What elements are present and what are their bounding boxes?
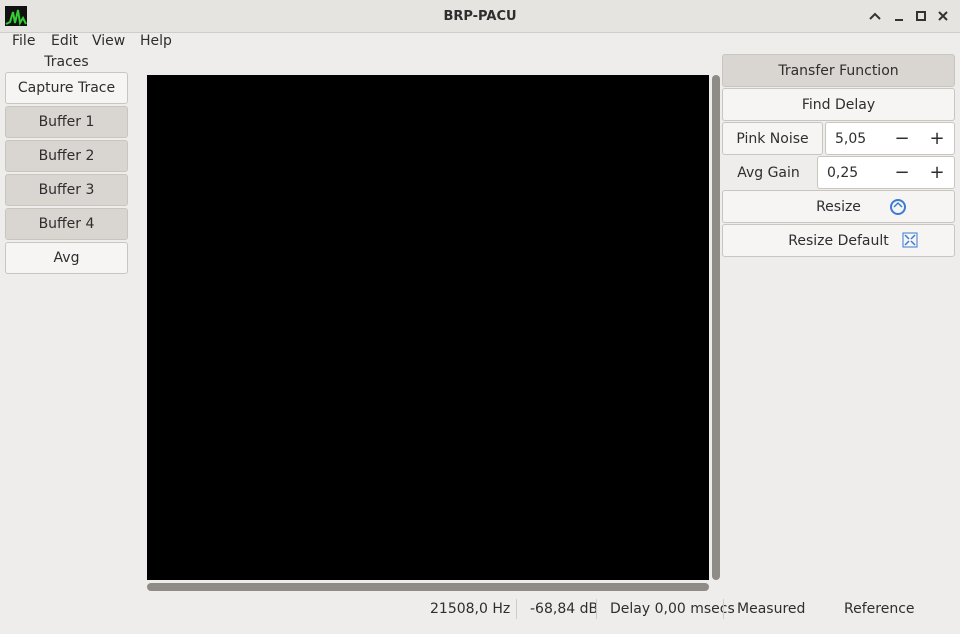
- resize-icon: [890, 199, 906, 215]
- plot-area: [147, 75, 709, 580]
- resize-default-button[interactable]: Resize Default: [722, 224, 955, 257]
- trace-button[interactable]: Buffer 4: [5, 208, 128, 240]
- pink-noise-spin[interactable]: [825, 122, 955, 155]
- resize-button[interactable]: Resize: [722, 190, 955, 223]
- resize-text: Resize: [816, 198, 861, 215]
- trace-button[interactable]: Buffer 3: [5, 174, 128, 206]
- app-icon: [5, 6, 27, 26]
- avg-gain-spin[interactable]: [817, 156, 955, 189]
- avg-gain-label: Avg Gain: [737, 164, 800, 181]
- trace-button[interactable]: Buffer 1: [5, 106, 128, 138]
- menu-item[interactable]: Help: [140, 33, 172, 49]
- status-text: 21508,0 Hz: [430, 601, 511, 617]
- status-separator: [596, 599, 597, 619]
- status-text: -68,84 dB: [530, 601, 599, 617]
- transfer-function-button[interactable]: Transfer Function: [722, 54, 955, 87]
- horizontal-scrollbar[interactable]: [147, 583, 709, 591]
- pink-noise-increment[interactable]: +: [929, 128, 945, 149]
- trace-button[interactable]: Capture Trace: [5, 72, 128, 104]
- title-bar: BRP-PACU: [0, 0, 960, 33]
- menu-item[interactable]: File: [12, 33, 36, 49]
- status-text: Delay 0,00 msecs: [610, 601, 735, 617]
- menu-item[interactable]: View: [92, 33, 126, 49]
- avg-gain-decrement[interactable]: −: [894, 162, 910, 183]
- window-title: BRP-PACU: [443, 8, 517, 24]
- traces-title: Traces: [44, 54, 89, 70]
- pink-noise-value[interactable]: 5,05: [835, 130, 867, 147]
- status-text: Measured: [737, 601, 806, 617]
- menu-item[interactable]: Edit: [51, 33, 79, 49]
- window-controls[interactable]: [866, 8, 956, 24]
- pink-noise-label: Pink Noise: [722, 122, 823, 155]
- pink-noise-decrement[interactable]: −: [894, 128, 910, 149]
- status-separator: [516, 599, 517, 619]
- vertical-scrollbar[interactable]: [712, 75, 720, 580]
- status-separator: [723, 599, 724, 619]
- status-text: Reference: [844, 601, 915, 617]
- spectrum-plot: [130, 52, 722, 594]
- trace-button[interactable]: Buffer 2: [5, 140, 128, 172]
- find-delay-button[interactable]: Find Delay: [722, 88, 955, 121]
- status-bar: 21508,0 Hz -68,84 dB Delay 0,00 msecs Measu…: [0, 596, 960, 624]
- menu-bar: File Edit View Help: [0, 32, 960, 52]
- avg-gain-value[interactable]: 0,25: [827, 164, 859, 181]
- resize-default-text: Resize Default: [788, 232, 889, 249]
- avg-gain-increment[interactable]: +: [929, 162, 945, 183]
- trace-button[interactable]: Avg: [5, 242, 128, 274]
- resize-default-icon: [902, 232, 918, 248]
